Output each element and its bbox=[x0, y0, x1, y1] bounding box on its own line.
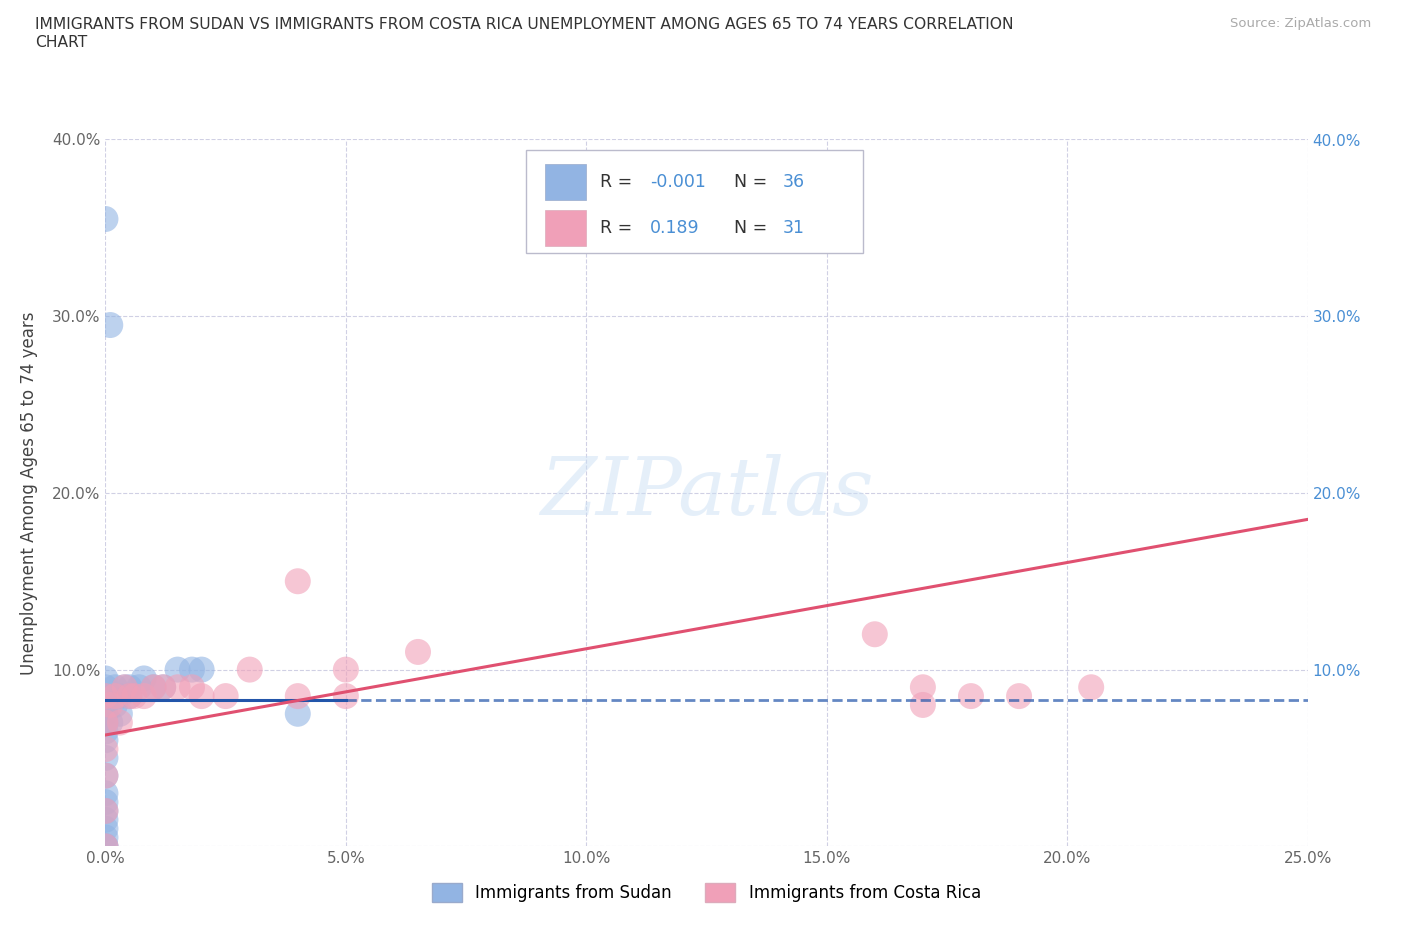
Text: R =: R = bbox=[599, 219, 631, 237]
Point bbox=[108, 688, 131, 704]
Point bbox=[863, 627, 886, 642]
Point bbox=[98, 698, 121, 712]
Point bbox=[118, 680, 141, 695]
Point bbox=[94, 768, 117, 783]
Text: R =: R = bbox=[599, 173, 631, 192]
Point bbox=[108, 707, 131, 722]
Point bbox=[124, 688, 146, 704]
Point bbox=[152, 680, 174, 695]
FancyBboxPatch shape bbox=[546, 165, 586, 200]
Point bbox=[94, 715, 117, 730]
Point bbox=[94, 839, 117, 854]
Point bbox=[94, 698, 117, 712]
Text: 31: 31 bbox=[782, 219, 804, 237]
Point bbox=[166, 662, 188, 677]
Point bbox=[94, 830, 117, 845]
Point bbox=[104, 680, 127, 695]
Point bbox=[152, 680, 174, 695]
Text: N =: N = bbox=[734, 173, 768, 192]
Point bbox=[406, 644, 429, 659]
Point bbox=[94, 804, 117, 818]
Text: IMMIGRANTS FROM SUDAN VS IMMIGRANTS FROM COSTA RICA UNEMPLOYMENT AMONG AGES 65 T: IMMIGRANTS FROM SUDAN VS IMMIGRANTS FROM… bbox=[35, 17, 1014, 32]
Point bbox=[132, 671, 155, 686]
Point bbox=[214, 688, 236, 704]
Text: -0.001: -0.001 bbox=[650, 173, 706, 192]
Point bbox=[181, 680, 204, 695]
Point bbox=[142, 680, 165, 695]
Point bbox=[94, 671, 117, 686]
Point bbox=[118, 688, 141, 704]
Point bbox=[94, 786, 117, 801]
Point bbox=[911, 680, 934, 695]
Point bbox=[287, 688, 309, 704]
Point bbox=[94, 680, 117, 695]
Point bbox=[239, 662, 262, 677]
Text: Source: ZipAtlas.com: Source: ZipAtlas.com bbox=[1230, 17, 1371, 30]
Point bbox=[142, 680, 165, 695]
Y-axis label: Unemployment Among Ages 65 to 74 years: Unemployment Among Ages 65 to 74 years bbox=[20, 312, 38, 674]
Text: CHART: CHART bbox=[35, 35, 87, 50]
Point bbox=[98, 715, 121, 730]
Point bbox=[104, 688, 127, 704]
Point bbox=[911, 698, 934, 712]
Point bbox=[335, 688, 357, 704]
Point bbox=[94, 839, 117, 854]
Text: N =: N = bbox=[734, 219, 768, 237]
Point bbox=[1008, 688, 1031, 704]
Point bbox=[94, 733, 117, 748]
FancyBboxPatch shape bbox=[546, 210, 586, 246]
Point bbox=[94, 821, 117, 836]
Point bbox=[190, 662, 212, 677]
FancyBboxPatch shape bbox=[526, 150, 863, 253]
Point bbox=[94, 804, 117, 818]
Point bbox=[94, 212, 117, 227]
Point bbox=[94, 688, 117, 704]
Point bbox=[94, 839, 117, 854]
Point bbox=[128, 680, 150, 695]
Point bbox=[94, 707, 117, 722]
Point bbox=[108, 715, 131, 730]
Point bbox=[94, 688, 117, 704]
Point bbox=[335, 662, 357, 677]
Point bbox=[287, 707, 309, 722]
Point bbox=[94, 742, 117, 757]
Point bbox=[114, 680, 136, 695]
Point bbox=[104, 698, 127, 712]
Point bbox=[960, 688, 983, 704]
Point bbox=[98, 318, 121, 333]
Point bbox=[94, 794, 117, 809]
Point bbox=[132, 688, 155, 704]
Point bbox=[166, 680, 188, 695]
Point bbox=[1080, 680, 1102, 695]
Point bbox=[94, 724, 117, 738]
Point bbox=[190, 688, 212, 704]
Point bbox=[114, 680, 136, 695]
Point bbox=[94, 751, 117, 765]
Point bbox=[94, 768, 117, 783]
Point bbox=[94, 813, 117, 828]
Point bbox=[118, 688, 141, 704]
Text: ZIPatlas: ZIPatlas bbox=[540, 454, 873, 532]
Text: 36: 36 bbox=[782, 173, 804, 192]
Text: 0.189: 0.189 bbox=[650, 219, 700, 237]
Point bbox=[287, 574, 309, 589]
Point bbox=[94, 715, 117, 730]
Point bbox=[181, 662, 204, 677]
Legend: Immigrants from Sudan, Immigrants from Costa Rica: Immigrants from Sudan, Immigrants from C… bbox=[426, 876, 987, 909]
